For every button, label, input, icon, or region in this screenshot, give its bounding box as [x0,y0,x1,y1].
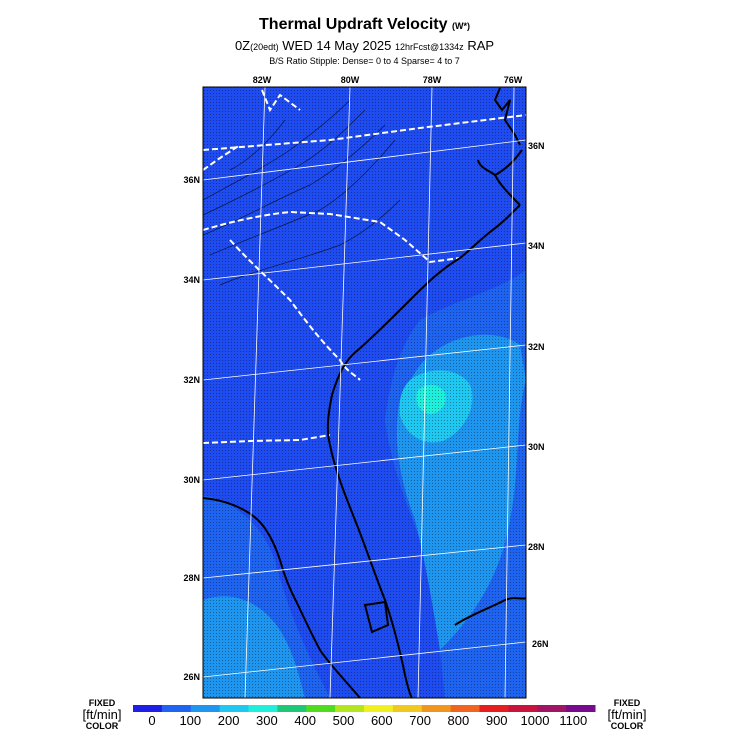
colorbar-swatch [450,705,480,712]
colorbar-swatch [161,705,192,712]
lat-right-26: 26N [532,639,549,649]
local-time: (20edt) [250,42,279,52]
lat-left-32: 32N [183,375,200,385]
wv-va-border [261,89,301,113]
colorbar-tick-label: 1100 [559,713,587,728]
map-frame [202,86,527,699]
lat-left-26: 26N [183,672,200,682]
right-label-fixed: FIXED [613,698,641,708]
bahamas-outline [454,597,526,626]
grid-lat-36 [203,139,526,181]
colorbar-swatch [392,705,423,712]
ga-fl-border [203,434,331,444]
model-run: 12hrFcst@1334z [395,42,464,52]
colorbar-swatch [566,705,596,712]
state-borders [203,89,526,444]
colorbar-left-label: FIXED [ft/min] COLOR [72,699,132,731]
lat-right-36: 36N [528,141,545,151]
colorbar [133,705,596,712]
grid-lat-30 [203,444,526,481]
colorbar-swatch [364,705,394,712]
lat-left-34: 34N [183,275,200,285]
valid-date: WED 14 May 2025 [282,38,392,53]
tn-border [203,144,241,171]
title-main: Thermal Updraft Velocity [259,16,448,33]
colorbar-tick-label: 700 [409,713,431,728]
lat-left-28: 28N [183,573,200,583]
lat-left-30: 30N [183,475,200,485]
colorbar-tick-label: 1000 [521,713,550,728]
terrain-contours [203,99,401,286]
colorbar-tick-label: 100 [179,713,201,728]
colorbar-tick-label: 400 [294,713,316,728]
nc-sc-border [203,210,461,264]
sc-ga-border [229,239,361,381]
lat-right-28: 28N [528,542,545,552]
lat-left-36: 36N [183,175,200,185]
lake-okeechobee [363,600,390,634]
colorbar-swatch [335,705,365,712]
left-label-units: [ft/min] [82,707,122,722]
lon-label-82: 82W [253,75,272,85]
lon-label-80: 80W [341,75,360,85]
colorbar-swatch [219,705,249,712]
grid-lon-80 [329,87,351,698]
colorbar-tick-label: 900 [486,713,508,728]
chesapeake [493,87,521,146]
grid-lon-78 [417,87,433,698]
colorbar-tick-label: 800 [448,713,470,728]
left-label-fixed: FIXED [88,698,116,708]
title-units: (W*) [451,21,470,31]
right-label-units: [ft/min] [607,707,647,722]
stipple-legend: B/S Ratio Stipple: Dense= 0 to 4 Sparse=… [269,56,460,66]
colorbar-ticks: 0 100 200 300 400 500 600 700 800 900 1000 1100 [148,713,587,728]
colorbar-right-label: FIXED [ft/min] COLOR [597,699,657,731]
colorbar-swatch [190,705,221,712]
lat-right-34: 34N [528,241,545,251]
left-label-color: COLOR [85,721,119,731]
colorbar-swatch [537,705,567,712]
colorbar-swatch [277,705,307,712]
pamlico-sound [477,149,523,206]
coastline [203,87,526,698]
lat-right-32: 32N [528,342,545,352]
colorbar-swatch [421,705,452,712]
gulf-coast [203,497,361,698]
forecast-line: 0Z(20edt) WED 14 May 2025 12hrFcst@1334z… [0,38,729,53]
lon-label-76: 76W [504,75,523,85]
valid-time: 0Z [234,38,251,53]
colorbar-tick-label: 0 [148,713,155,728]
colorbar-tick-label: 500 [333,713,355,728]
model-name: RAP [467,38,495,53]
map-panel [203,87,526,698]
colorbar-swatch [508,705,538,712]
colorbar-tick-label: 300 [256,713,278,728]
colorbar-tick-label: 200 [218,713,240,728]
colorbar-swatch [479,705,509,712]
chart-title: Thermal Updraft Velocity (W*) [0,16,729,34]
colorbar-swatch [306,705,336,712]
colorbar-swatch [248,705,278,712]
lat-right-30: 30N [528,442,545,452]
lon-label-78: 78W [423,75,442,85]
atlantic-coast [326,204,521,698]
va-nc-border [203,114,526,151]
grid-lon-82 [244,87,266,698]
grid-lat-26 [203,641,526,678]
grid-lon-76 [504,87,515,698]
grid-lat-32 [203,344,526,381]
colorbar-tick-label: 600 [371,713,393,728]
latlon-grid [203,87,526,698]
grid-lat-34 [203,242,526,281]
grid-lat-28 [203,544,526,579]
colorbar-swatch [133,705,163,712]
right-label-color: COLOR [610,721,644,731]
